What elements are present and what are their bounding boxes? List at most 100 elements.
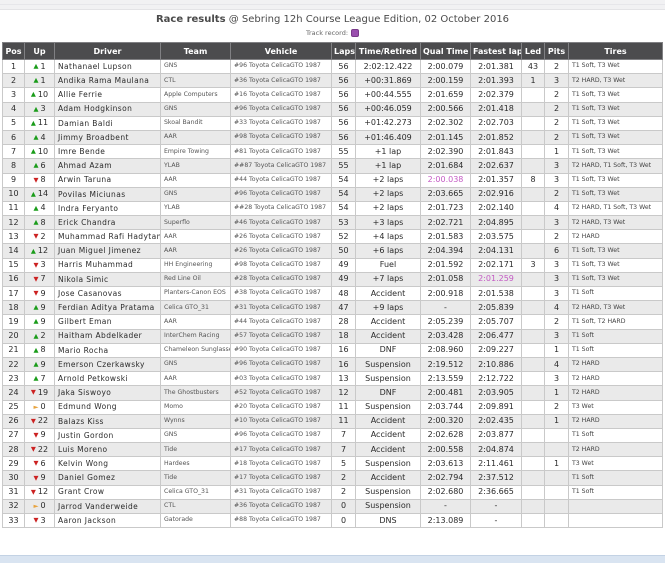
led-cell <box>521 427 545 444</box>
time-retired-cell: Suspension <box>355 484 421 500</box>
fastest-lap-cell: 2:01.381 <box>470 58 522 75</box>
fastest-lap-cell: 2:06.477 <box>470 328 522 344</box>
led-cell <box>521 215 545 231</box>
table-row: 24 ▼ 19 Jaka Siswoyo The Ghostbusters #52 Toy… <box>2 385 663 401</box>
position-change-up-icon: ▲ <box>33 133 39 142</box>
pits-cell: 3 <box>544 257 569 273</box>
qual-time-cell: 2:00.159 <box>420 73 471 89</box>
vehicle-cell: #26 Toyota CelicaGTO 1987 <box>230 229 332 245</box>
table-row: 8 ▲ 6 Ahmad Azam YLAB ##87 Toyota CelicaGTO 1… <box>2 158 663 174</box>
tires-cell: T1 Soft <box>568 285 663 302</box>
pos-cell: 31 <box>2 484 25 500</box>
pos-cell: 1 <box>2 58 25 75</box>
page-title-bold: Race results <box>155 14 226 25</box>
fastest-lap-cell: 2:03.877 <box>470 427 522 444</box>
tires-cell: T2 HARD, T3 Wet <box>568 300 663 316</box>
led-cell <box>521 144 545 160</box>
position-change-down-icon: ▼ <box>33 260 39 269</box>
pos-cell: 3 <box>2 87 25 103</box>
position-change-down-icon: ▼ <box>33 430 39 439</box>
led-cell: 1 <box>521 73 545 89</box>
pits-cell <box>544 484 569 500</box>
vehicle-cell: #44 Toyota CelicaGTO 1987 <box>230 172 332 188</box>
qual-time-cell: 2:00.320 <box>420 413 471 429</box>
vehicle-cell: #18 Toyota CelicaGTO 1987 <box>230 456 332 472</box>
led-cell <box>521 512 545 529</box>
table-row: 16 ▼ 7 Nikola Simic Red Line Oil #28 Toyota C… <box>2 271 663 288</box>
pos-cell: 19 <box>2 314 25 330</box>
driver-cell: Haitham Abdelkader <box>54 328 161 344</box>
pits-cell <box>544 498 569 515</box>
vehicle-cell: #26 Toyota CelicaGTO 1987 <box>230 243 332 259</box>
fastest-lap-cell: - <box>470 498 522 515</box>
position-change-value: 1 <box>40 75 46 85</box>
up-cell: ▲ 4 <box>24 200 55 217</box>
fastest-lap-cell: 2:05.707 <box>470 314 522 330</box>
team-cell: YLAB <box>160 200 231 217</box>
position-change-same-icon: ► <box>33 501 39 510</box>
led-cell <box>521 399 545 415</box>
laps-cell: 55 <box>331 158 356 174</box>
laps-cell: 0 <box>331 498 356 515</box>
up-cell: ▼ 9 <box>24 470 55 486</box>
tires-cell: T1 Soft <box>568 342 663 358</box>
up-cell: ▲ 6 <box>24 158 55 174</box>
browser-chrome-strip <box>0 0 665 10</box>
pits-cell: 3 <box>544 215 569 231</box>
qual-time-cell: 2:03.613 <box>420 456 471 472</box>
up-cell: ▼ 8 <box>24 172 55 188</box>
driver-cell: Justin Gordon <box>54 427 161 444</box>
qual-time-cell: 2:13.089 <box>420 512 471 529</box>
time-retired-cell: +7 laps <box>355 271 421 288</box>
vehicle-cell: ##28 Toyota CelicaGTO 1987 <box>230 200 332 217</box>
vehicle-cell: #28 Toyota CelicaGTO 1987 <box>230 271 332 288</box>
position-change-same-icon: ► <box>33 402 39 411</box>
qual-time-cell: 2:02.721 <box>420 215 471 231</box>
led-cell <box>521 413 545 429</box>
led-cell <box>521 371 545 387</box>
pos-cell: 11 <box>2 200 25 217</box>
fastest-lap-cell: 2:12.722 <box>470 371 522 387</box>
led-cell <box>521 186 545 202</box>
table-row: 2 ▲ 1 Andika Rama Maulana CTL #36 Toyota Celi… <box>2 73 663 89</box>
driver-cell: Mario Rocha <box>54 342 161 358</box>
vehicle-cell: #81 Toyota CelicaGTO 1987 <box>230 144 332 160</box>
vehicle-cell: #10 Toyota CelicaGTO 1987 <box>230 413 332 429</box>
team-cell: AAR <box>160 172 231 188</box>
fastest-lap-cell: 2:02.637 <box>470 158 522 174</box>
tires-cell: T1 Soft, T3 Wet <box>568 129 663 146</box>
table-row: 23 ▲ 7 Arnold Petkowski AAR #03 Toyota Celica… <box>2 371 663 387</box>
driver-cell: Jose Casanovas <box>54 285 161 302</box>
vehicle-cell: #98 Toyota CelicaGTO 1987 <box>230 129 332 146</box>
qual-time-cell: 2:02.390 <box>420 144 471 160</box>
tires-cell: T2 HARD, T1 Soft, T3 Wet <box>568 158 663 174</box>
laps-cell: 13 <box>331 371 356 387</box>
table-row: 22 ▲ 9 Emerson Czerkawsky GNS #96 Toyota Celi… <box>2 356 663 373</box>
position-change-value: 9 <box>40 288 46 298</box>
laps-cell: 48 <box>331 285 356 302</box>
laps-cell: 11 <box>331 399 356 415</box>
position-change-value: 4 <box>40 203 46 213</box>
laps-cell: 54 <box>331 200 356 217</box>
position-change-value: 12 <box>37 246 49 256</box>
driver-cell: Nikola Simic <box>54 271 161 288</box>
qual-time-cell: 2:00.038 <box>420 172 471 188</box>
time-retired-cell: +9 laps <box>355 300 421 316</box>
tires-cell: T1 Soft, T3 Wet <box>568 257 663 273</box>
time-retired-cell: DNF <box>355 385 421 401</box>
column-header-vehicle: Vehicle <box>230 42 332 60</box>
pos-cell: 17 <box>2 285 25 302</box>
laps-cell: 28 <box>331 314 356 330</box>
up-cell: ▲ 9 <box>24 300 55 316</box>
laps-cell: 52 <box>331 229 356 245</box>
column-header-up: Up <box>24 42 55 60</box>
table-row: 14 ▲ 12 Juan Miguel Jimenez AAR #26 Toyota Ce… <box>2 243 663 259</box>
qual-time-cell: 2:02.628 <box>420 427 471 444</box>
driver-cell: Balazs Kiss <box>54 413 161 429</box>
position-change-value: 2 <box>40 331 46 341</box>
tires-cell: T2 HARD <box>568 442 663 458</box>
position-change-value: 7 <box>40 274 46 284</box>
driver-cell: Ferdian Aditya Pratama <box>54 300 161 316</box>
led-cell <box>521 456 545 472</box>
up-cell: ▲ 10 <box>24 87 55 103</box>
